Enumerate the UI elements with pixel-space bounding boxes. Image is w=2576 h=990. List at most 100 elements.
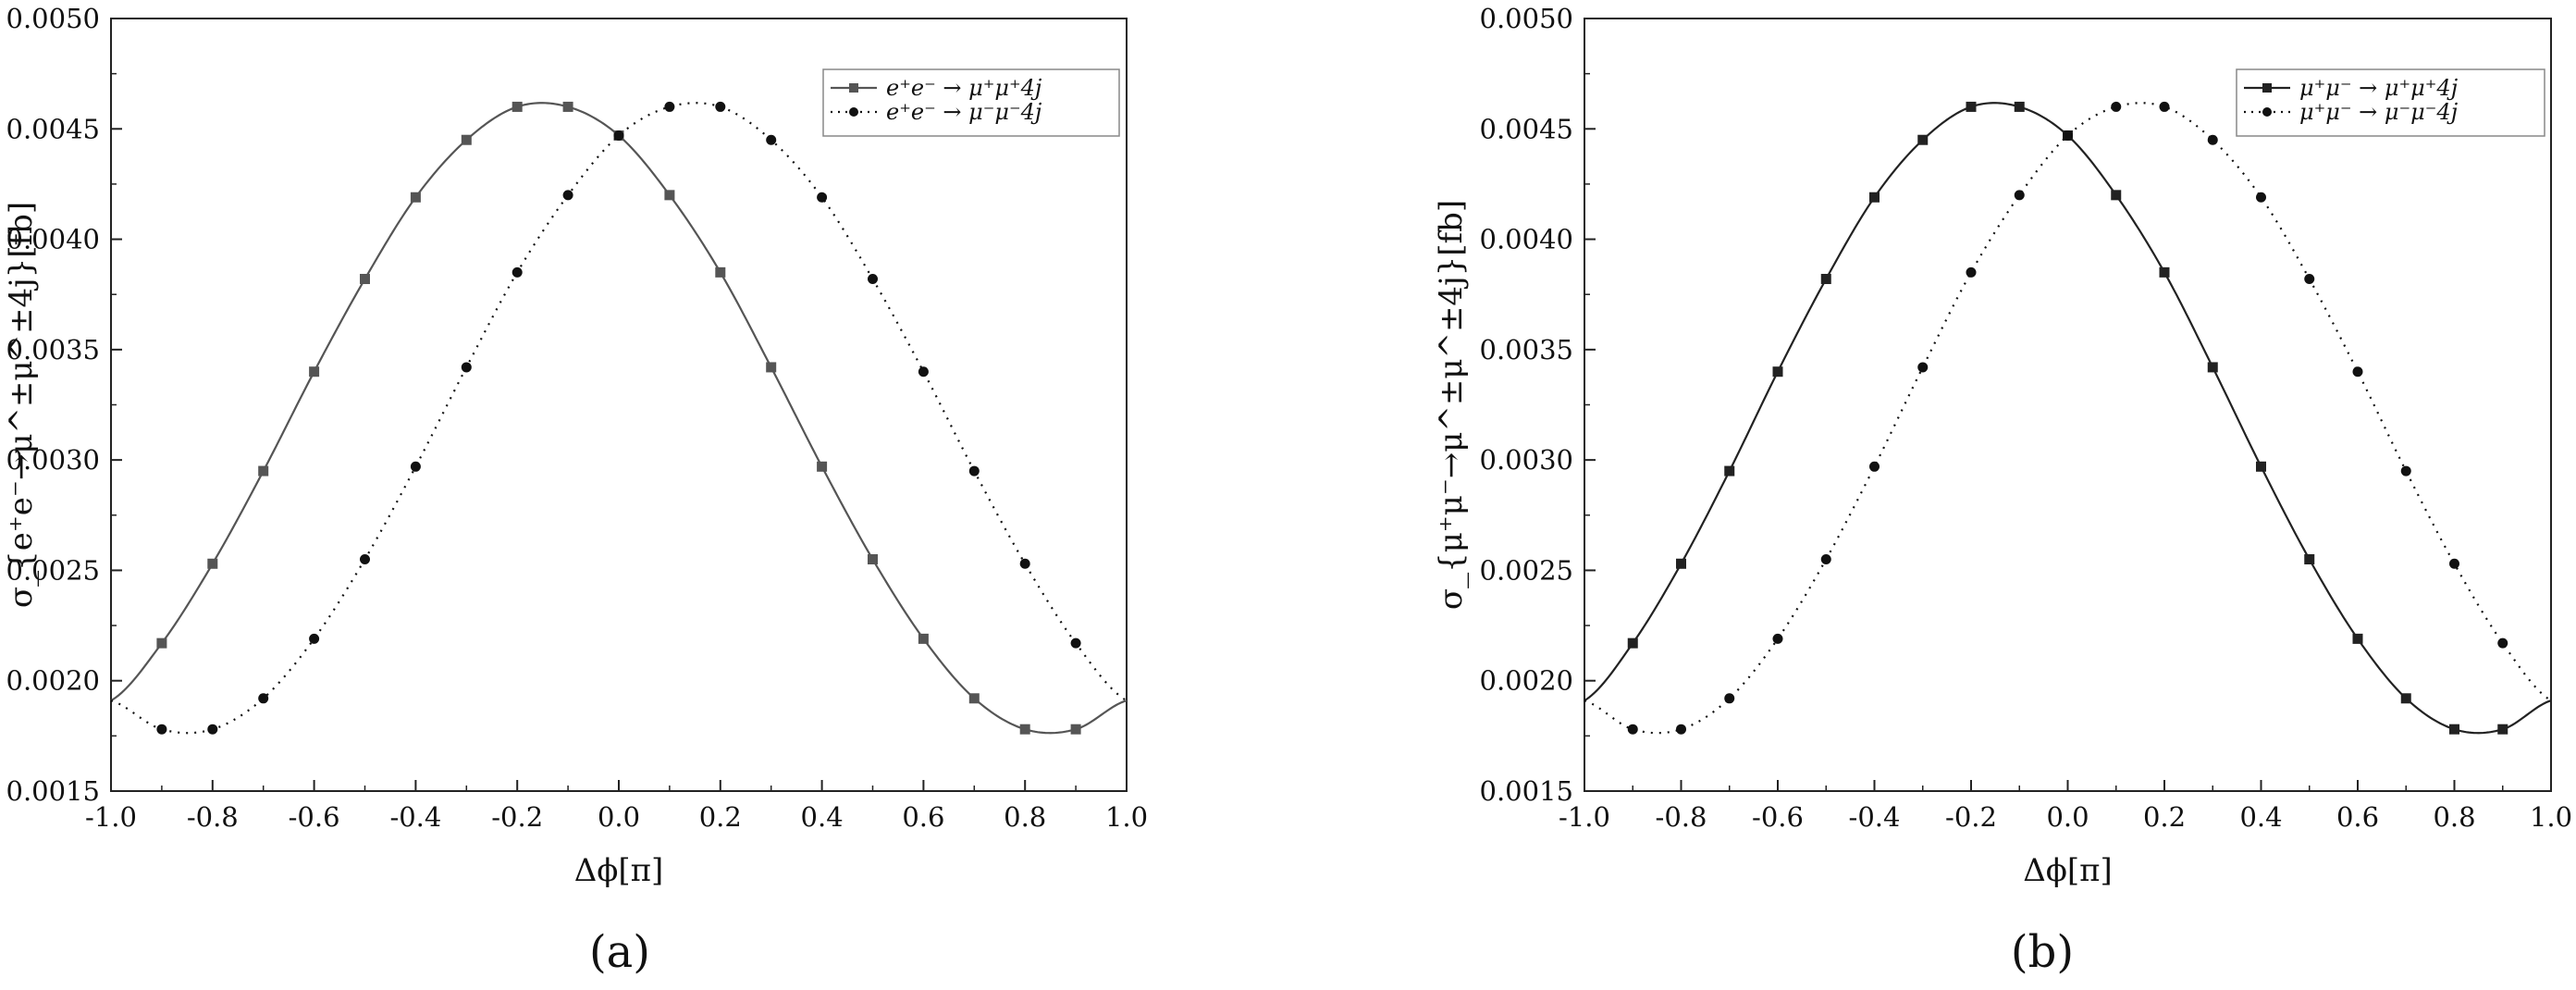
data-point-circle [1019,558,1030,569]
y-tick-label: 0.0040 [1480,224,1573,255]
data-point-square [918,633,929,644]
data-point-circle [1869,461,1880,472]
data-point-square [360,274,370,285]
data-point-circle [2014,190,2025,201]
data-point-circle [968,465,980,476]
data-point-circle [766,134,777,145]
legend-box [2236,68,2545,137]
data-point-square [1019,724,1030,735]
x-tick-label: 1.0 [1105,801,1148,833]
y-tick-label: 0.0035 [6,334,100,365]
data-point-square [2207,362,2218,373]
legend-marker-circle [2262,107,2272,117]
x-tick-label: 0.2 [2143,801,2186,833]
x-tick-label: -0.4 [1849,801,1901,833]
series-line-0 [110,102,1128,735]
data-point-square [2304,554,2315,564]
data-point-square [2400,693,2411,704]
x-tick-label: 0.6 [902,801,944,833]
legend-marker-circle [849,107,858,117]
data-point-square [766,362,777,373]
x-tick-label: 1.0 [2530,801,2572,833]
data-point-square [1627,637,1638,649]
legend-marker-square [2262,83,2272,93]
series-line-0 [1584,102,2552,735]
legend-label-1: μ⁺μ⁻ → μ⁻μ⁻4j [2299,99,2459,125]
x-axis-label: Δϕ[π] [2023,852,2113,889]
data-point-circle [1070,637,1081,649]
y-tick-label: 0.0025 [6,554,100,586]
data-point-square [664,190,675,201]
data-point-square [461,134,472,145]
data-point-square [817,461,828,472]
data-point-circle [1724,693,1735,704]
data-point-square [2449,724,2459,735]
y-tick-label: 0.0045 [1480,113,1573,144]
data-point-square [562,101,573,112]
data-point-square [2159,266,2170,278]
x-tick-label: -1.0 [1559,801,1610,833]
data-point-square [1070,724,1081,735]
x-tick-label: 0.0 [598,801,640,833]
data-point-circle [1820,554,1831,564]
x-tick-label: 0.6 [2336,801,2379,833]
data-point-circle [918,366,929,377]
x-tick-label: -0.8 [187,801,239,833]
x-tick-label: -0.8 [1656,801,1707,833]
data-point-circle [2352,366,2363,377]
data-point-square [2256,461,2266,472]
data-point-square [2111,190,2122,201]
series-line-1 [110,102,1128,735]
x-tick-label: 0.0 [2046,801,2089,833]
data-point-circle [562,190,573,201]
data-point-square [512,101,523,112]
data-point-circle [1676,724,1686,735]
x-tick-label: 0.4 [801,801,844,833]
data-point-circle [613,130,624,141]
data-point-square [2014,101,2025,112]
y-tick-label: 0.0030 [1480,444,1573,476]
y-tick-label: 0.0020 [6,665,100,697]
y-tick-label: 0.0015 [1480,775,1573,807]
data-point-square [258,465,269,476]
data-point-square [207,558,218,569]
x-tick-label: -0.6 [289,801,340,833]
x-tick-label: -0.6 [1752,801,1804,833]
data-point-circle [868,274,878,285]
series-line-1 [1584,102,2552,735]
data-point-square [309,366,320,377]
x-tick-label: 0.2 [699,801,742,833]
data-point-circle [258,693,269,704]
x-tick-label: -1.0 [85,801,137,833]
data-point-circle [461,362,472,373]
data-point-circle [1966,266,1977,278]
data-point-circle [2400,465,2411,476]
legend-box [822,68,1120,137]
y-tick-label: 0.0020 [1480,665,1573,697]
data-point-square [1820,274,1831,285]
data-point-circle [1772,633,1783,644]
data-point-square [1869,192,1880,203]
data-point-square [868,554,878,564]
data-point-circle [2111,101,2122,112]
x-tick-label: 0.8 [1004,801,1046,833]
data-point-circle [207,724,218,735]
data-point-square [1676,558,1686,569]
y-tick-label: 0.0045 [6,113,100,144]
data-point-circle [2159,101,2170,112]
data-point-circle [2256,192,2266,203]
y-axis-label: σ_{μ⁺μ⁻→μ^±μ^±4j}[fb] [1433,200,1470,610]
data-point-circle [664,101,675,112]
data-point-square [1772,366,1783,377]
data-point-circle [309,633,320,644]
y-tick-label: 0.0035 [1480,334,1573,365]
data-point-square [2497,724,2508,735]
data-point-square [1966,101,1977,112]
data-point-circle [2497,637,2508,649]
data-point-circle [410,461,421,472]
data-point-circle [2304,274,2315,285]
y-tick-label: 0.0040 [6,224,100,255]
data-point-circle [715,101,726,112]
y-tick-label: 0.0015 [6,775,100,807]
